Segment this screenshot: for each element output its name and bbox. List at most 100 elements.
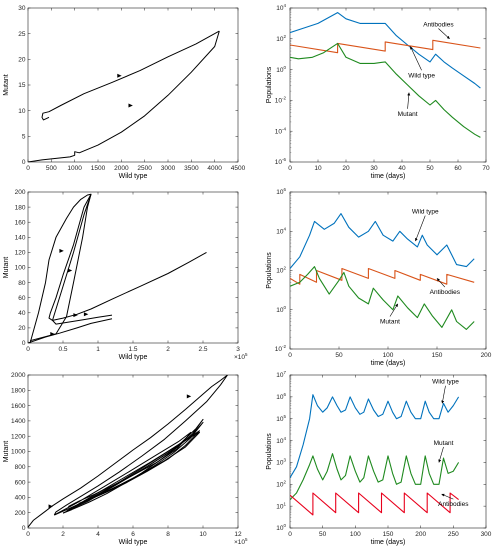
direction-arrow [73, 313, 78, 318]
x-axis-label: time (days) [371, 360, 406, 367]
x-tick-label: 3000 [161, 165, 176, 172]
annotation-label: Antibodies [423, 21, 454, 28]
annotation-arrow [410, 46, 422, 71]
series-line-5 [54, 431, 192, 516]
annotation-arrow [441, 385, 446, 404]
series-line-1 [290, 267, 475, 285]
x-tick-label: 0 [288, 165, 292, 172]
plot-frame [27, 7, 239, 163]
y-tick-label: 10-2 [275, 344, 287, 353]
annotation-arrow [415, 215, 426, 242]
annotation-label: Wild type [432, 379, 459, 386]
y-tick-label: 0 [22, 159, 26, 166]
x-tick-label: 0 [26, 165, 30, 172]
y-tick-label: 80 [18, 280, 26, 287]
series-line-0 [29, 193, 207, 342]
y-tick-label: 10-4 [275, 126, 287, 135]
x-tick-label: 100 [383, 352, 394, 359]
y-tick-label: 180 [15, 204, 26, 211]
x-tick-label: 2 [166, 346, 170, 353]
y-tick-label: 102 [276, 266, 286, 275]
x-tick-label: 100 [350, 531, 361, 538]
plot-frame [27, 191, 239, 344]
y-tick-label: 1200 [11, 433, 26, 440]
x-tick-label: 1.5 [128, 346, 137, 353]
x-tick-label: 70 [482, 165, 490, 172]
annotation-arrow [407, 92, 411, 109]
y-tick-label: 40 [18, 310, 26, 317]
x-tick-label: 200 [481, 352, 492, 359]
y-tick-label: 1400 [11, 418, 26, 425]
x-axis-label: Wild type [119, 173, 148, 180]
y-tick-label: 5 [22, 134, 26, 141]
series-line-0 [290, 12, 481, 89]
direction-arrow [50, 331, 55, 336]
series-line-1 [290, 453, 460, 500]
y-tick-label: 1800 [11, 388, 26, 395]
y-tick-label: 100 [276, 305, 286, 314]
x-tick-label: 300 [481, 531, 492, 538]
x-tick-label: 10 [199, 531, 207, 538]
x-tick-label: 0 [288, 531, 292, 538]
x-tick-label: 4000 [207, 165, 222, 172]
y-tick-label: 15 [18, 82, 26, 89]
y-tick-label: 102 [276, 34, 286, 43]
annotation-arrow [436, 278, 446, 288]
annotation-arrow [441, 493, 454, 500]
y-tick-label: 100 [276, 65, 286, 74]
direction-arrow [67, 268, 73, 273]
x-exponent-label: ×105 [234, 537, 248, 546]
y-tick-label: 106 [276, 392, 286, 401]
x-tick-label: 6 [131, 531, 135, 538]
x-tick-label: 0 [26, 531, 30, 538]
x-tick-label: 3 [236, 346, 240, 353]
x-tick-label: 150 [383, 531, 394, 538]
series-line-1 [41, 30, 220, 121]
x-tick-label: 8 [166, 531, 170, 538]
x-tick-label: 30 [370, 165, 378, 172]
series-line-2 [290, 42, 481, 138]
y-tick-label: 101 [276, 501, 286, 510]
annotation-label: Antibodies [438, 501, 469, 508]
x-tick-label: 200 [415, 531, 426, 538]
x-tick-label: 0 [288, 352, 292, 359]
y-tick-label: 10-2 [275, 96, 287, 105]
series-line-0 [28, 375, 228, 528]
y-tick-label: 104 [276, 436, 286, 445]
chart-middle-right: 0 50 100 150 200 106 104 102 100 10-2 time (days) P… [266, 187, 492, 367]
y-tick-label: 0 [22, 525, 26, 532]
x-tick-label: 10 [314, 165, 322, 172]
annotation-arrow [389, 303, 399, 317]
plot-frame [27, 374, 239, 529]
x-tick-label: 2.5 [198, 346, 207, 353]
x-tick-label: 50 [335, 352, 343, 359]
y-tick-label: 104 [276, 3, 286, 12]
direction-arrow [128, 103, 133, 108]
y-axis-label: Mutant [3, 441, 10, 462]
x-tick-label: 1000 [67, 165, 82, 172]
x-exponent-label: ×105 [234, 352, 248, 361]
x-tick-label: 20 [342, 165, 350, 172]
annotation-label: Mutant [434, 440, 454, 447]
y-tick-label: 105 [276, 414, 286, 423]
x-tick-label: 250 [448, 531, 459, 538]
y-axis-label: Populations [266, 252, 273, 289]
x-tick-label: 50 [426, 165, 434, 172]
y-tick-label: 2000 [11, 372, 26, 379]
y-tick-label: 20 [18, 325, 26, 332]
x-axis-label: time (days) [371, 539, 406, 546]
series-line-2 [28, 318, 113, 343]
y-tick-label: 10 [18, 108, 26, 115]
y-tick-label: 100 [15, 265, 26, 272]
annotation-arrow [438, 446, 444, 463]
y-tick-label: 1000 [11, 449, 26, 456]
y-tick-label: 30 [18, 5, 26, 12]
x-tick-label: 2 [61, 531, 65, 538]
y-axis-label: Mutant [3, 257, 10, 278]
y-tick-label: 60 [18, 295, 26, 302]
annotation-label: Mutant [398, 111, 418, 118]
x-tick-label: 1 [96, 346, 100, 353]
x-tick-label: 4500 [231, 165, 246, 172]
series-line-0 [290, 394, 460, 478]
